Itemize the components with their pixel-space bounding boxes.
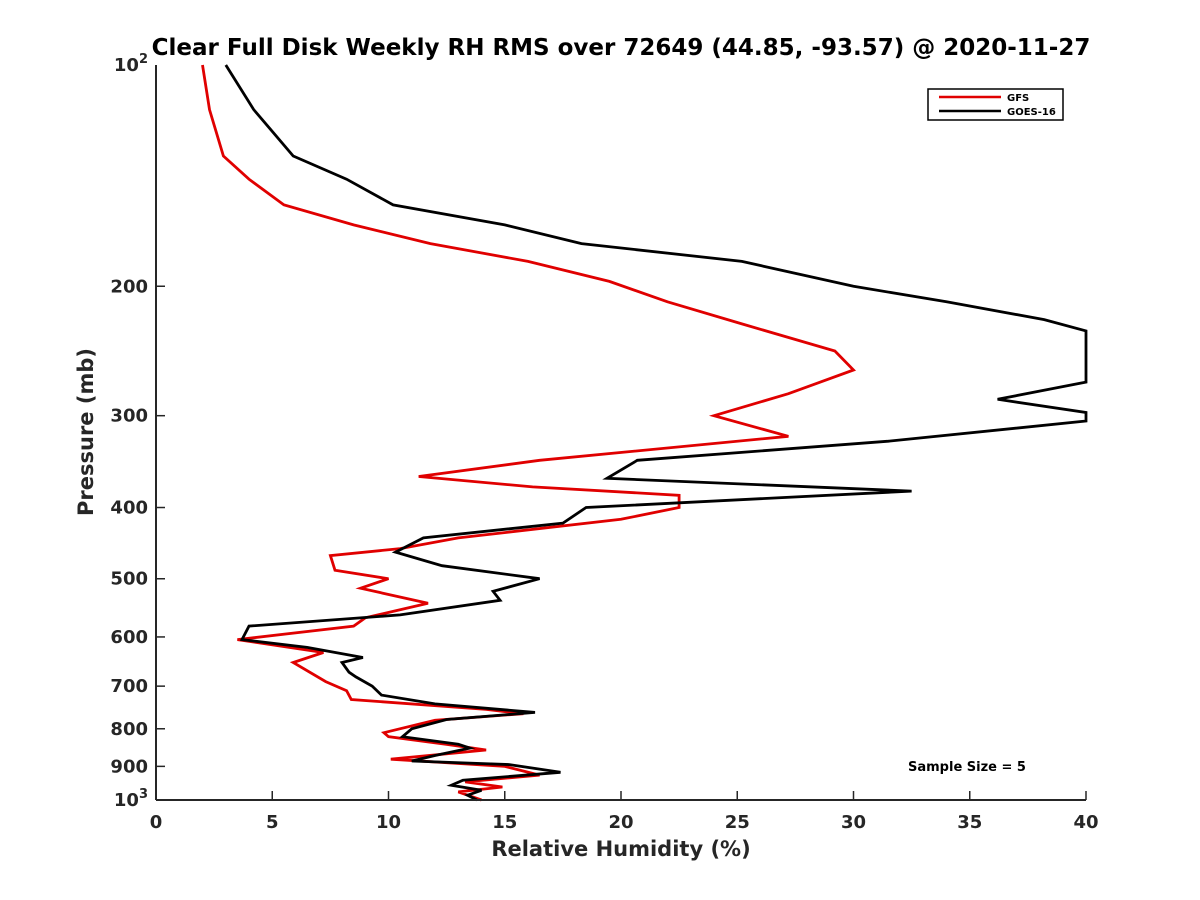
legend: GFS GOES-16: [927, 88, 1064, 121]
legend-label-gfs: GFS: [1007, 93, 1029, 104]
x-tick-label: 40: [1073, 812, 1098, 833]
x-tick-label: 25: [725, 812, 750, 833]
y-tick-label-power: 103: [114, 787, 148, 811]
series-layer: [201, 64, 1088, 802]
y-tick-label: 700: [110, 676, 148, 697]
x-tick-label: 5: [266, 812, 279, 833]
y-axis-label: Pressure (mb): [74, 348, 98, 516]
chart-title: Clear Full Disk Weekly RH RMS over 72649…: [152, 35, 1091, 61]
y-tick-label-power: 102: [114, 52, 148, 76]
x-axis-label: Relative Humidity (%): [491, 837, 750, 861]
plot-area: [156, 65, 1086, 800]
y-tick-label: 200: [110, 276, 148, 297]
x-tick-label: 0: [150, 812, 163, 833]
legend-box: [927, 88, 1064, 121]
x-tick-label: 20: [608, 812, 633, 833]
x-tick-label: 35: [957, 812, 982, 833]
sample-size-annotation: Sample Size = 5: [908, 760, 1026, 775]
y-tick-group: 200 300 400 500 600 700 800 900 102 103: [110, 52, 165, 811]
y-tick-label: 300: [110, 406, 148, 427]
legend-label-goes16: GOES-16: [1007, 107, 1056, 118]
series-line-goes16: [224, 64, 1088, 802]
y-tick-label: 900: [110, 756, 148, 777]
x-tick-label: 30: [841, 812, 866, 833]
y-tick-label: 500: [110, 569, 148, 590]
y-tick-label: 400: [110, 498, 148, 519]
series-line-gfs: [201, 64, 857, 802]
x-tick-label: 10: [376, 812, 401, 833]
x-tick-label: 15: [492, 812, 517, 833]
y-tick-label: 800: [110, 719, 148, 740]
x-tick-group: 0 5 10 15 20 25 30 35 40: [150, 791, 1099, 833]
y-tick-label: 600: [110, 627, 148, 648]
